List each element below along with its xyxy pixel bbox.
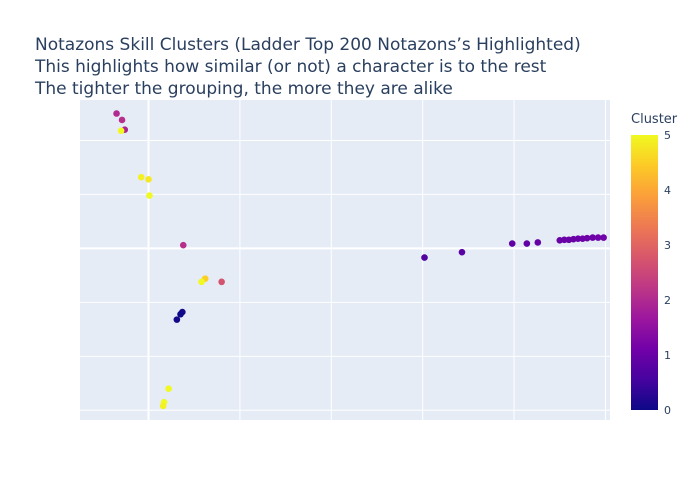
plot-area [80, 100, 610, 420]
chart-title-block: Notazons Skill Clusters (Ladder Top 200 … [35, 34, 581, 100]
data-point-31[interactable] [600, 234, 607, 241]
chart-subtitle-line-2: The tighter the grouping, the more they … [35, 79, 453, 99]
data-point-23[interactable] [561, 236, 568, 244]
colorbar-title: Cluster [631, 112, 678, 127]
colorbar-gradient [631, 135, 658, 410]
data-points [113, 110, 607, 410]
data-point-28[interactable] [583, 234, 591, 242]
data-point-26[interactable] [574, 235, 582, 242]
data-point-3[interactable] [117, 127, 125, 135]
colorbar-tick-0: 0 [664, 404, 671, 417]
grid-lines [80, 100, 610, 420]
data-point-17[interactable] [421, 254, 428, 261]
data-point-4[interactable] [137, 173, 145, 181]
data-point-9[interactable] [198, 278, 205, 286]
colorbar-tick-3: 3 [664, 239, 671, 252]
chart-title: Notazons Skill Clusters (Ladder Top 200 … [35, 35, 581, 55]
colorbar-ticks: 0 1 2 3 4 5 [664, 129, 671, 417]
data-point-5[interactable] [145, 176, 152, 183]
data-point-30[interactable] [594, 234, 602, 241]
data-point-21[interactable] [534, 239, 542, 246]
data-point-10[interactable] [218, 278, 225, 286]
colorbar-tick-5: 5 [664, 129, 671, 142]
chart-subtitle-line-1: This highlights how similar (or not) a c… [35, 57, 547, 77]
data-point-12[interactable] [177, 310, 184, 318]
data-point-18[interactable] [458, 248, 466, 256]
data-point-29[interactable] [589, 234, 596, 241]
colorbar-tick-2: 2 [664, 294, 671, 307]
data-point-14[interactable] [165, 385, 172, 393]
data-point-13[interactable] [173, 316, 181, 323]
data-point-6[interactable] [146, 192, 153, 199]
data-point-0[interactable] [113, 110, 120, 117]
colorbar-tick-1: 1 [664, 349, 671, 362]
data-point-1[interactable] [118, 116, 126, 124]
colorbar-tick-4: 4 [664, 184, 671, 197]
data-point-19[interactable] [508, 240, 516, 247]
colorbar: Cluster 0 1 2 3 4 5 [631, 112, 678, 417]
data-point-16[interactable] [159, 402, 167, 410]
data-point-7[interactable] [179, 241, 187, 249]
data-point-20[interactable] [523, 240, 531, 247]
